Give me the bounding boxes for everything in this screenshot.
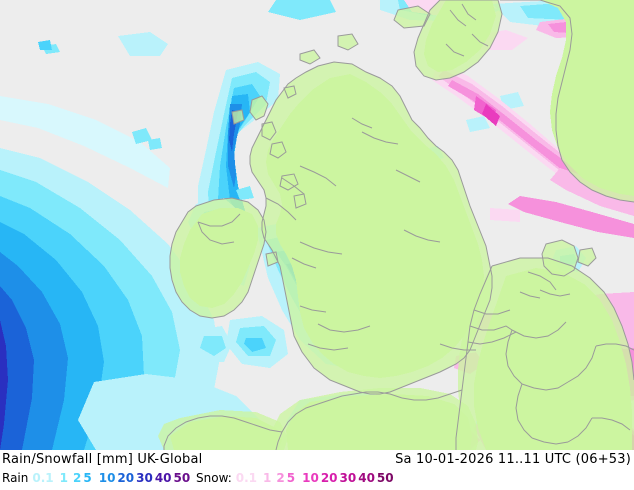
- snow-legend-tick-1: 1: [263, 471, 272, 485]
- snow-legend-tick-5: 5: [286, 471, 296, 485]
- rain-legend-tick-20: 20: [117, 471, 135, 485]
- rain-legend-tick-50: 50: [173, 471, 191, 485]
- rain-legend-tick-2: 2: [73, 471, 82, 485]
- rain-legend-tick-0p1: 0.1: [32, 471, 54, 485]
- rain-legend: Rain 0.1 1 2 5 10 20 30 40 50: [2, 471, 193, 485]
- rain-legend-tick-1: 1: [59, 471, 68, 485]
- snow-legend-tick-10: 10: [302, 471, 319, 485]
- snow-legend-tick-2: 2: [276, 471, 285, 485]
- rain-legend-tick-40: 40: [154, 471, 172, 485]
- snow-legend: Snow: 0.1 1 2 5 10 20 30 40 50: [196, 471, 397, 485]
- rain-legend-tick-30: 30: [136, 471, 153, 485]
- snow-legend-ticks: 0.1 1 2 5 10 20 30 40 50: [236, 471, 397, 485]
- page-title: Rain/Snowfall [mm] UK-Global: [2, 452, 203, 467]
- snow-legend-tick-20: 20: [320, 471, 338, 485]
- map-footer: Rain/Snowfall [mm] UK-Global Sa 10-01-20…: [0, 450, 634, 490]
- landmass-core: [170, 0, 634, 450]
- footer-title-row: Rain/Snowfall [mm] UK-Global Sa 10-01-20…: [0, 450, 634, 470]
- snow-legend-tick-0p1: 0.1: [235, 471, 258, 485]
- coastline-layer: [163, 0, 634, 450]
- rain-legend-ticks: 0.1 1 2 5 10 20 30 40 50: [32, 471, 193, 485]
- rain-legend-tick-10: 10: [98, 471, 116, 485]
- rain-legend-label: Rain: [2, 471, 29, 485]
- snow-legend-tick-30: 30: [339, 471, 357, 485]
- snow-legend-label: Snow:: [196, 471, 232, 485]
- map-svg: [0, 0, 634, 450]
- footer-legend-row: Rain 0.1 1 2 5 10 20 30 40 50 Snow: 0.1 1 2 5 10 20 30 40…: [0, 469, 634, 490]
- rain-legend-tick-5: 5: [83, 471, 92, 485]
- snow-legend-tick-40: 40: [358, 471, 375, 485]
- map-canvas[interactable]: [0, 0, 634, 450]
- snow-legend-tick-50: 50: [376, 471, 394, 485]
- valid-datetime: Sa 10-01-2026 11..11 UTC (06+53): [395, 452, 631, 467]
